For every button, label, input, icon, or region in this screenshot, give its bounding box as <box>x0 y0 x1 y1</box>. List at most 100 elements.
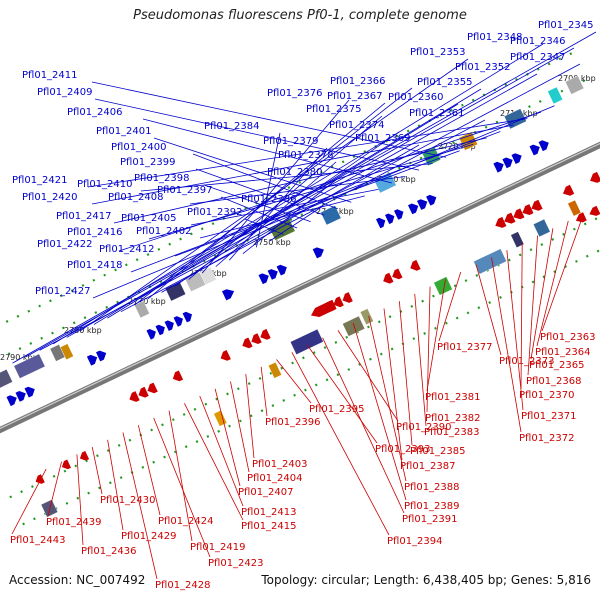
reverse-leader-line <box>168 410 193 542</box>
reverse-leader-line <box>491 257 522 433</box>
forward-gene-label: Pfl01_2369 <box>355 133 411 144</box>
forward-gene-arrow <box>267 269 278 280</box>
reverse-gene-arrow <box>513 208 525 220</box>
reverse-gene-label: Pfl01_2407 <box>238 487 294 498</box>
reverse-leader-line <box>291 352 390 536</box>
reverse-leader-line <box>527 235 538 376</box>
forward-gene-label: Pfl01_2366 <box>330 76 386 87</box>
map-title: Pseudomonas fluorescens Pf0-1, complete … <box>133 8 467 23</box>
reverse-gene-label: Pfl01_2424 <box>158 516 214 527</box>
feature-block <box>13 353 46 379</box>
forward-leader-line <box>220 196 298 229</box>
reverse-gene-arrow <box>504 212 516 224</box>
reverse-gene-arrow <box>260 328 271 340</box>
reverse-gene-arrow <box>410 259 421 271</box>
reverse-gene-label: Pfl01_2391 <box>402 514 458 525</box>
reverse-gene-label: Pfl01_2383 <box>424 427 480 438</box>
forward-leader-line <box>188 115 383 280</box>
reverse-gene-label: Pfl01_2430 <box>100 495 156 506</box>
forward-leader-line <box>161 144 420 293</box>
forward-gene-arrow <box>173 316 183 327</box>
forward-gene-label: Pfl01_2401 <box>96 126 152 137</box>
forward-gene-label: Pfl01_2367 <box>327 91 383 102</box>
reverse-leader-line <box>306 344 378 444</box>
forward-gene-label: Pfl01_2400 <box>111 142 167 153</box>
forward-leader-line <box>113 137 487 224</box>
reverse-gene-arrow <box>342 292 353 303</box>
forward-gene-arrow <box>312 247 324 259</box>
reverse-gene-label: Pfl01_2388 <box>404 482 460 493</box>
feature-block <box>473 248 507 275</box>
feature-block <box>134 300 150 319</box>
reverse-gene-arrow <box>495 216 507 228</box>
reverse-leader-line <box>383 308 403 461</box>
reverse-gene-label: Pfl01_2385 <box>410 446 466 457</box>
forward-gene-label: Pfl01_2355 <box>417 77 473 88</box>
reverse-gene-label: Pfl01_2363 <box>540 332 596 343</box>
forward-gene-label: Pfl01_2421 <box>12 175 68 186</box>
reverse-leader-line <box>184 403 244 521</box>
feature-block <box>40 499 59 518</box>
reverse-leader-line <box>520 242 523 390</box>
feature-block <box>213 410 228 427</box>
reverse-gene-label: Pfl01_2387 <box>400 461 456 472</box>
reverse-gene-label: Pfl01_2394 <box>387 536 443 547</box>
reverse-gene-label: Pfl01_2428 <box>155 580 211 591</box>
forward-gene-label: Pfl01_2375 <box>306 104 362 115</box>
reverse-gene-arrow <box>251 333 262 344</box>
forward-gene-label: Pfl01_2402 <box>136 226 192 237</box>
feature-block <box>547 86 563 105</box>
reverse-gene-label: Pfl01_2443 <box>10 535 66 546</box>
forward-gene-label: Pfl01_2405 <box>121 213 177 224</box>
forward-gene-label: Pfl01_2420 <box>22 192 78 203</box>
forward-gene-arrow <box>493 161 504 173</box>
forward-gene-label: Pfl01_2360 <box>388 92 444 103</box>
feature-block <box>510 231 525 248</box>
feature-block <box>359 308 374 325</box>
reverse-gene-arrow <box>242 337 253 349</box>
forward-gene-label: Pfl01_2352 <box>455 62 511 73</box>
forward-leader-line <box>229 147 328 261</box>
reverse-leader-line <box>506 250 524 411</box>
reverse-leader-line <box>322 337 405 514</box>
forward-gene-label: Pfl01_2361 <box>409 108 465 119</box>
forward-gene-label: Pfl01_2408 <box>108 192 164 203</box>
forward-gene-label: Pfl01_2348 <box>467 32 523 43</box>
forward-leader-line <box>203 184 311 222</box>
reverse-gene-label: Pfl01_2390 <box>396 422 452 433</box>
forward-gene-label: Pfl01_2398 <box>134 173 190 184</box>
forward-gene-arrow <box>222 289 235 301</box>
forward-gene-arrow <box>86 354 98 366</box>
forward-gene-arrow <box>15 391 26 402</box>
feature-block <box>565 75 585 95</box>
forward-leader-line <box>140 163 433 192</box>
kbp-tick-label: 2790 kbp <box>0 353 38 362</box>
reverse-leader-line <box>260 366 268 417</box>
reverse-leader-line <box>199 395 244 507</box>
feature-block <box>268 361 282 379</box>
forward-gene-arrow <box>96 350 107 362</box>
reverse-gene-label: Pfl01_2423 <box>208 558 264 569</box>
forward-gene-arrow <box>511 153 522 164</box>
forward-leader-line <box>130 131 501 273</box>
reverse-leader-line <box>426 286 431 413</box>
reverse-gene-arrow <box>383 272 394 284</box>
reverse-leader-line <box>153 417 211 558</box>
forward-gene-arrow <box>426 194 437 206</box>
forward-gene-label: Pfl01_2378 <box>278 150 334 161</box>
forward-gene-label: Pfl01_2379 <box>263 136 319 147</box>
feature-block <box>567 199 582 217</box>
reverse-gene-label: Pfl01_2429 <box>121 531 177 542</box>
reverse-leader-line <box>530 228 554 360</box>
reverse-leader-line <box>352 322 407 501</box>
reverse-leader-line <box>91 446 103 495</box>
forward-gene-label: Pfl01_2411 <box>22 70 78 81</box>
forward-gene-label: Pfl01_2397 <box>157 185 213 196</box>
reverse-gene-label: Pfl01_2436 <box>81 546 137 557</box>
reverse-gene-label: Pfl01_2403 <box>252 459 308 470</box>
forward-leader-line <box>199 195 365 239</box>
feature-block <box>0 369 13 389</box>
forward-gene-label: Pfl01_2346 <box>510 36 566 47</box>
reverse-gene-label: Pfl01_2395 <box>309 404 365 415</box>
forward-leader-line <box>192 153 338 210</box>
